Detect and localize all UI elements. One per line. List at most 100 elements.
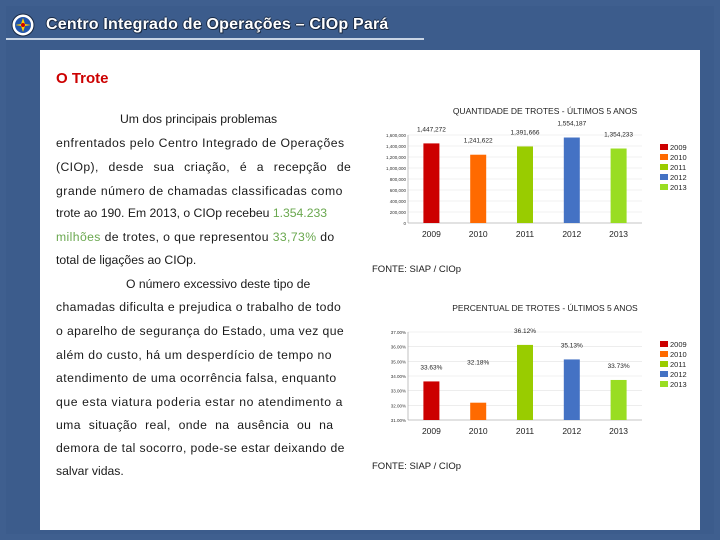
bar-2010 (470, 402, 487, 420)
x-tick-label: 2010 (469, 426, 488, 436)
y-tick-label: 33.00% (391, 389, 406, 394)
legend-swatch-2012 (660, 174, 668, 180)
legend-label-2010: 2010 (670, 350, 687, 359)
legend-label-2011: 2011 (670, 360, 686, 369)
impact-line-9: salvar vidas. (56, 464, 124, 478)
data-label-2009: 1,447,272 (417, 126, 446, 133)
impact-line-7: uma situação real, onde na ausência ou n… (56, 418, 334, 432)
x-tick-label: 2013 (609, 426, 628, 436)
y-tick-label: 800,000 (390, 177, 407, 182)
legend-label-2011: 2011 (670, 163, 686, 172)
percent-highlight: 33,73% (272, 230, 317, 244)
data-label-2012: 1,554,187 (557, 121, 586, 128)
bar-2013 (610, 148, 627, 223)
bar-2009 (423, 143, 440, 223)
bar-2009 (423, 381, 440, 420)
legend-swatch-2009 (660, 341, 668, 347)
paragraph-intro: Um dos principais problemas enfrentados … (40, 50, 360, 280)
data-label-2010: 32.18% (467, 360, 489, 367)
intro-line-7: total de ligações ao CIOp. (56, 253, 197, 267)
intro-line-1: Um dos principais problemas (120, 112, 278, 126)
data-label-2010: 1,241,622 (464, 138, 493, 145)
bar-2013 (610, 379, 627, 420)
data-label-2013: 1,354,233 (604, 132, 633, 139)
y-tick-label: 600,000 (390, 188, 407, 193)
bar-2010 (470, 154, 487, 223)
trote-count-highlight: 1.354.233 (272, 206, 328, 220)
legend-swatch-2012 (660, 371, 668, 377)
y-tick-label: 31.00% (391, 418, 406, 423)
intro-line-4: grande número de chamadas classificadas … (56, 184, 343, 198)
legend-label-2013: 2013 (670, 380, 687, 389)
legend-label-2009: 2009 (670, 340, 687, 349)
milhoes-highlight: milhões (56, 230, 101, 244)
intro-line-2: enfrentados pelo Centro Integrado de Ope… (56, 136, 345, 150)
y-tick-label: 37.00% (391, 330, 406, 335)
x-tick-label: 2009 (422, 229, 441, 239)
slide-header: Centro Integrado de Operações – CIOp Par… (6, 6, 426, 40)
y-tick-label: 1,400,000 (386, 144, 407, 149)
chart-quantidade-trotes: QUANTIDADE DE TROTES - ÚLTIMOS 5 ANOS 0 20… (370, 105, 700, 265)
ciop-logo-icon (11, 13, 35, 37)
impact-line-1: O número excessivo deste tipo de (126, 277, 311, 291)
legend-swatch-2013 (660, 184, 668, 190)
legend-label-2009: 2009 (670, 143, 687, 152)
paragraph-impact: O número excessivo deste tipo de chamada… (40, 272, 360, 522)
x-tick-label: 2009 (422, 426, 441, 436)
legend-swatch-2013 (660, 381, 668, 387)
chart-svg: PERCENTUAL DE TROTES - ÚLTIMOS 5 ANOS 31.… (391, 303, 687, 436)
intro-line-6-text: de trotes, o que representou (100, 230, 273, 244)
y-tick-label: 32.00% (391, 403, 406, 408)
bar-2012 (563, 137, 580, 223)
chart-source-quantidade: FONTE: SIAP / CIOp (372, 264, 462, 275)
legend-swatch-2009 (660, 144, 668, 150)
x-tick-label: 2012 (562, 229, 581, 239)
y-tick-label: 35.00% (391, 359, 406, 364)
y-tick-label: 200,000 (390, 210, 407, 215)
chart-source-percentual: FONTE: SIAP / CIOp (372, 461, 462, 472)
y-tick-label: 1,200,000 (386, 155, 407, 160)
intro-line-5-text: trote ao 190. Em 2013, o CIOp recebeu (56, 206, 273, 220)
data-label-2013: 33.73% (608, 363, 630, 370)
y-tick-label: 400,000 (390, 199, 407, 204)
legend-swatch-2011 (660, 164, 668, 170)
x-tick-label: 2012 (562, 426, 581, 436)
legend-label-2012: 2012 (670, 370, 687, 379)
intro-line-6-end: do (316, 230, 335, 244)
intro-line-3: (CIOp), desde sua criação, é a recepção … (56, 160, 352, 174)
x-tick-label: 2010 (469, 229, 488, 239)
bar-2011 (517, 344, 533, 420)
impact-line-5: atendimento de uma ocorrência falsa, enq… (56, 371, 337, 385)
app-title: Centro Integrado de Operações – CIOp Par… (46, 16, 389, 33)
legend-label-2013: 2013 (670, 183, 687, 192)
data-label-2009: 33.63% (420, 364, 442, 371)
bar-2011 (517, 146, 533, 223)
chart-percentual-trotes: PERCENTUAL DE TROTES - ÚLTIMOS 5 ANOS 31.… (370, 302, 700, 462)
y-tick-label: 1,600,000 (386, 133, 407, 138)
impact-line-2: chamadas dificulta e prejudica o trabalh… (56, 300, 342, 314)
impact-line-8: demora de tal socorro, pode-se estar dei… (56, 441, 345, 455)
legend-label-2010: 2010 (670, 153, 687, 162)
data-label-2011: 36.12% (514, 328, 536, 335)
legend-swatch-2010 (660, 154, 668, 160)
x-tick-label: 2011 (516, 229, 535, 239)
chart-title: PERCENTUAL DE TROTES - ÚLTIMOS 5 ANOS (452, 303, 638, 313)
section-title: O Trote (56, 70, 109, 87)
y-tick-label: 34.00% (391, 374, 406, 379)
chart-title: QUANTIDADE DE TROTES - ÚLTIMOS 5 ANOS (453, 106, 638, 116)
y-tick-label: 36.00% (391, 345, 406, 350)
impact-line-6: que esta viatura poderia estar no atendi… (56, 395, 344, 409)
y-tick-label: 0 (403, 221, 406, 226)
chart-svg: QUANTIDADE DE TROTES - ÚLTIMOS 5 ANOS 0 20… (386, 106, 687, 239)
impact-line-4: além do custo, há um desperdício de temp… (56, 348, 333, 362)
impact-line-3: o aparelho de segurança do Estado, uma v… (56, 324, 345, 338)
data-label-2011: 1,391,666 (511, 129, 540, 136)
data-label-2012: 35.13% (561, 342, 583, 349)
x-tick-label: 2011 (516, 426, 535, 436)
x-tick-label: 2013 (609, 229, 628, 239)
title-underline (6, 38, 424, 40)
slide-content: O Trote Um dos principais problemas enfr… (40, 50, 700, 530)
legend-swatch-2010 (660, 351, 668, 357)
intro-line-6: milhões de trotes, o que representou 33,… (56, 230, 335, 244)
legend-swatch-2011 (660, 361, 668, 367)
